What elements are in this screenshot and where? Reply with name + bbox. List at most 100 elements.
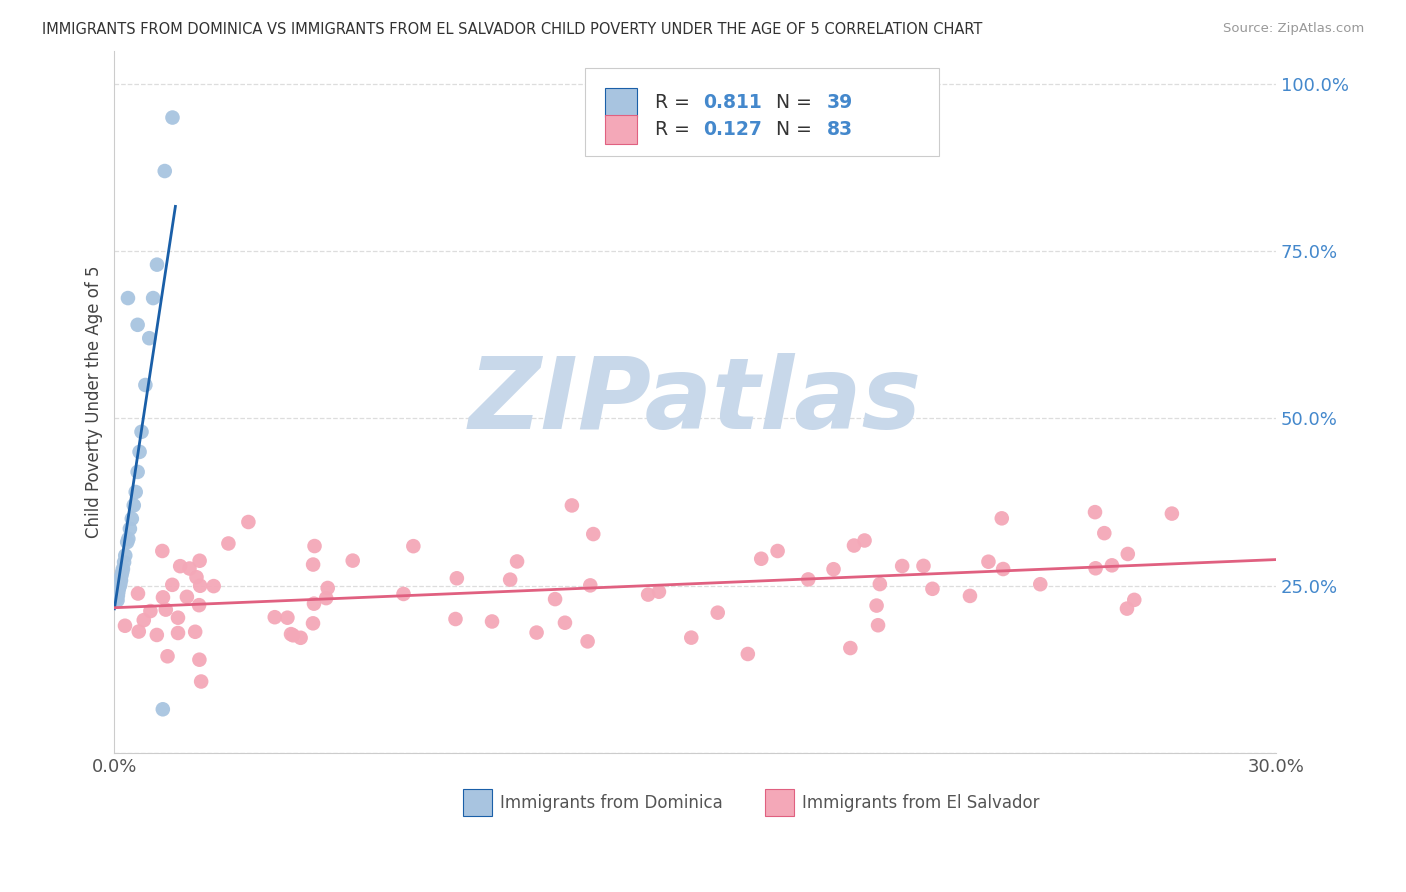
Point [167, 610, 190, 624]
Point [853, 533, 876, 548]
Point [766, 544, 789, 558]
Text: R =: R = [655, 93, 696, 112]
Point [392, 587, 415, 601]
Point [127, 318, 149, 332]
Point [304, 539, 326, 553]
Text: IMMIGRANTS FROM DOMINICA VS IMMIGRANTS FROM EL SALVADOR CHILD POVERTY UNDER THE : IMMIGRANTS FROM DOMINICA VS IMMIGRANTS F… [42, 22, 983, 37]
Point [1101, 558, 1123, 573]
Point [107, 589, 129, 603]
Point [138, 331, 160, 345]
Point [105, 583, 128, 598]
Point [342, 553, 364, 567]
Point [107, 582, 129, 596]
Point [749, 551, 772, 566]
Point [188, 579, 211, 593]
Point [117, 291, 139, 305]
Text: Immigrants from El Salvador: Immigrants from El Salvador [801, 794, 1039, 812]
Point [1123, 592, 1146, 607]
Point [127, 586, 149, 600]
Point [737, 647, 759, 661]
Point [152, 702, 174, 716]
Point [110, 577, 132, 591]
Point [111, 565, 134, 579]
Point [315, 591, 337, 606]
Text: N =: N = [776, 93, 818, 112]
Point [111, 562, 134, 576]
Point [648, 584, 671, 599]
Text: 0.811: 0.811 [703, 93, 762, 112]
Point [302, 597, 325, 611]
Point [155, 602, 177, 616]
Point [865, 599, 887, 613]
Point [1116, 547, 1139, 561]
Point [302, 558, 325, 572]
Point [977, 555, 1000, 569]
Point [169, 559, 191, 574]
Point [866, 618, 889, 632]
Point [499, 573, 522, 587]
Point [146, 628, 169, 642]
Point [122, 499, 145, 513]
Point [217, 536, 239, 550]
FancyBboxPatch shape [605, 88, 637, 118]
Y-axis label: Child Poverty Under the Age of 5: Child Poverty Under the Age of 5 [86, 266, 103, 538]
Point [446, 571, 468, 585]
Point [107, 593, 129, 607]
Point [921, 582, 943, 596]
Point [179, 561, 201, 575]
Text: 0.127: 0.127 [703, 120, 762, 139]
Point [104, 591, 127, 606]
Point [146, 258, 169, 272]
Point [114, 619, 136, 633]
Point [107, 585, 129, 599]
Text: N =: N = [776, 120, 818, 139]
Point [104, 589, 127, 603]
Point [153, 164, 176, 178]
Point [554, 615, 576, 630]
Text: 39: 39 [827, 93, 852, 112]
Point [579, 578, 602, 592]
Point [823, 562, 845, 576]
Point [117, 532, 139, 546]
Point [561, 499, 583, 513]
Point [202, 579, 225, 593]
Text: 83: 83 [827, 120, 852, 139]
Text: Immigrants from Dominica: Immigrants from Dominica [501, 794, 723, 812]
Point [1116, 601, 1139, 615]
Point [128, 445, 150, 459]
Point [162, 111, 184, 125]
Point [118, 522, 141, 536]
Point [637, 588, 659, 602]
Point [115, 535, 138, 549]
FancyBboxPatch shape [765, 789, 794, 816]
Point [706, 606, 728, 620]
Point [114, 549, 136, 563]
Point [290, 631, 312, 645]
Point [1092, 526, 1115, 541]
Point [1084, 505, 1107, 519]
Point [912, 558, 935, 573]
Point [121, 512, 143, 526]
Point [108, 578, 131, 592]
Point [681, 631, 703, 645]
Point [139, 604, 162, 618]
Point [842, 539, 865, 553]
Point [184, 624, 207, 639]
Point [188, 598, 211, 612]
Point [444, 612, 467, 626]
Point [526, 625, 548, 640]
Point [576, 634, 599, 648]
Point [188, 653, 211, 667]
Point [506, 554, 529, 568]
Point [105, 586, 128, 600]
Point [142, 291, 165, 305]
Point [481, 615, 503, 629]
Point [110, 568, 132, 582]
Point [112, 555, 135, 569]
FancyBboxPatch shape [585, 68, 939, 156]
Point [1084, 561, 1107, 575]
FancyBboxPatch shape [605, 114, 637, 144]
Point [110, 572, 132, 586]
Point [959, 589, 981, 603]
Point [280, 627, 302, 641]
